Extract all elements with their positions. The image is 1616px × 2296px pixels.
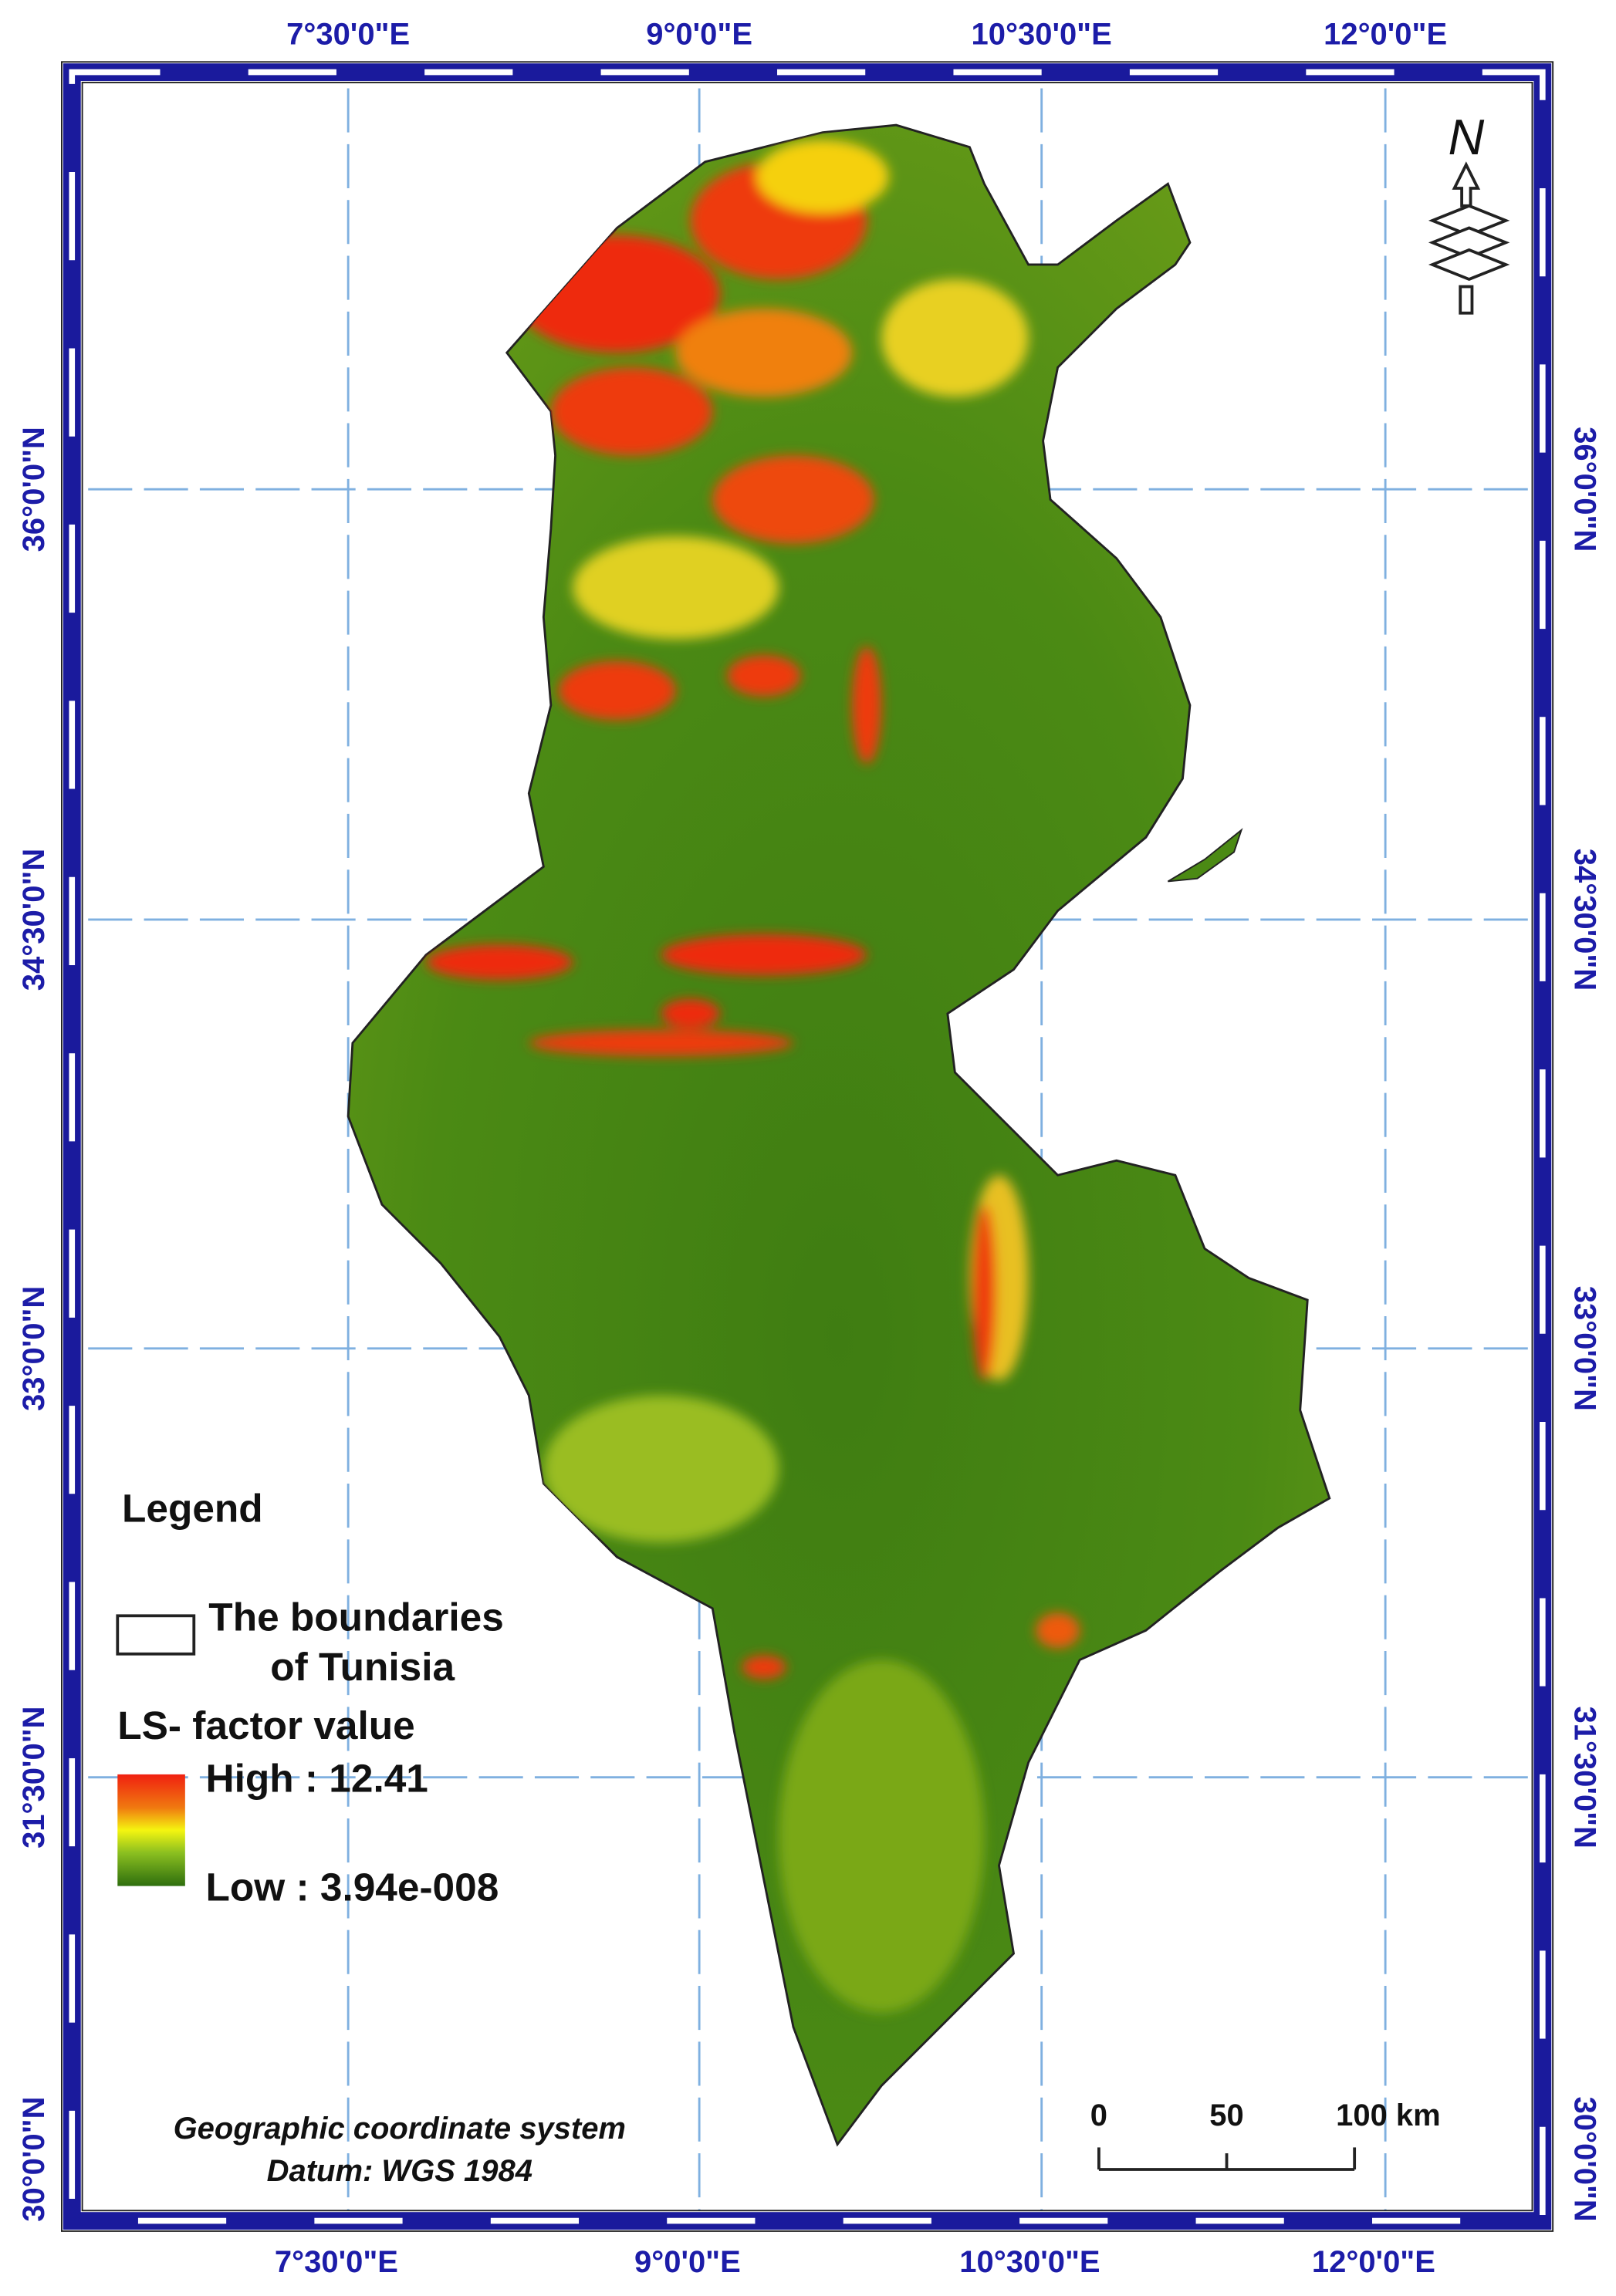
map-frame: [61, 61, 1554, 2232]
left-coordinate-label: 30°0'0"N: [17, 2097, 51, 2222]
legend-ramp: [117, 1774, 185, 1886]
left-coordinate-label: 33°0'0"N: [17, 1286, 51, 1411]
legend-label: The boundaries: [208, 1594, 504, 1639]
scale-label: 50: [1209, 2098, 1243, 2132]
top-coordinate-label: 10°30'0"E: [972, 17, 1112, 51]
right-coordinate-label: 30°0'0"N: [1568, 2097, 1602, 2222]
scale-bar: [1097, 2147, 1357, 2171]
left-coordinate-label: 36°0'0"N: [17, 427, 51, 552]
scale-label: 100 km: [1336, 2098, 1441, 2132]
legend-label: Low : 3.94e-008: [206, 1865, 499, 1909]
legend-label: of Tunisia: [270, 1644, 455, 1689]
top-coordinate-label: 12°0'0"E: [1324, 17, 1447, 51]
left-coordinate-label: 31°30'0"N: [17, 1706, 51, 1848]
bottom-coordinate-label: 7°30'0"E: [275, 2245, 398, 2279]
top-coordinate-label: 9°0'0"E: [646, 17, 752, 51]
bottom-coordinate-label: 9°0'0"E: [634, 2245, 741, 2279]
legend-label: High : 12.41: [206, 1756, 428, 1801]
crs-label: Datum: WGS 1984: [267, 2154, 532, 2188]
left-coordinate-label: 34°30'0"N: [17, 849, 51, 991]
north-arrow: [1428, 161, 1510, 315]
bottom-coordinate-label: 12°0'0"E: [1312, 2245, 1435, 2279]
right-coordinate-label: 33°0'0"N: [1568, 1286, 1602, 1411]
island: [1167, 828, 1243, 883]
right-coordinate-label: 31°30'0"N: [1568, 1706, 1602, 1848]
legend-title: Legend: [122, 1485, 263, 1530]
right-coordinate-label: 34°30'0"N: [1568, 849, 1602, 991]
legend-label: LS- factor value: [117, 1703, 414, 1747]
legend-boundary-swatch: [116, 1614, 196, 1656]
scale-label: 0: [1090, 2098, 1107, 2132]
bottom-coordinate-label: 10°30'0"E: [959, 2245, 1100, 2279]
top-coordinate-label: 7°30'0"E: [286, 17, 410, 51]
crs-label: Geographic coordinate system: [174, 2112, 626, 2146]
right-coordinate-label: 36°0'0"N: [1568, 427, 1602, 552]
north-label: N: [1448, 109, 1484, 165]
